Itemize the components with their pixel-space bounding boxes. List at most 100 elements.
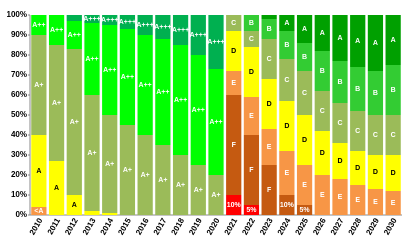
bar-segment xyxy=(261,39,277,79)
segment-label: C xyxy=(302,90,307,97)
bar-segment xyxy=(243,15,260,31)
bar-segment xyxy=(84,95,100,211)
bar-segment xyxy=(137,15,153,35)
bar-segment xyxy=(155,145,171,215)
segment-label: B xyxy=(249,20,254,27)
bar-segment xyxy=(332,143,348,179)
bar-segment xyxy=(226,95,242,195)
bar-segment xyxy=(261,19,277,39)
bar-segment xyxy=(350,185,366,215)
segment-label: F xyxy=(249,167,254,174)
segment-label: D xyxy=(355,165,360,172)
y-tick-label: 0% xyxy=(15,210,27,219)
bar-segment xyxy=(190,55,206,165)
segment-label: A+ xyxy=(194,187,203,194)
segment-label: A+ xyxy=(176,182,185,189)
y-tick-label: 80% xyxy=(11,50,27,59)
bar-segment xyxy=(261,15,277,19)
bar-segment xyxy=(385,15,401,65)
bar-segment xyxy=(385,115,401,155)
x-tick-label: 2012 xyxy=(63,216,80,236)
y-tick-label: 30% xyxy=(11,150,27,159)
segment-label: A++ xyxy=(103,67,116,74)
bar-segment xyxy=(172,45,189,155)
x-tick-label: 2019 xyxy=(187,216,204,236)
segment-label: E xyxy=(355,197,360,204)
segment-label: B xyxy=(320,68,325,75)
segment-label: E xyxy=(338,194,343,201)
x-tick-label: 2011 xyxy=(46,216,63,236)
bar-segment xyxy=(279,59,295,101)
bar-segment xyxy=(243,47,260,97)
segment-label: A++ xyxy=(85,56,98,63)
bar-segment xyxy=(208,15,224,69)
bar-segment xyxy=(190,15,206,55)
segment-label: A+++ xyxy=(172,27,189,34)
bar-segment xyxy=(279,101,295,151)
x-tick-label: 2018 xyxy=(169,216,186,236)
segment-label: B xyxy=(302,54,307,61)
bar-segment xyxy=(332,15,348,61)
segment-label: C xyxy=(355,128,360,135)
bar-segment xyxy=(314,51,330,91)
segment-label: A+ xyxy=(158,177,167,184)
bar-segment xyxy=(102,15,118,25)
bar-segment xyxy=(350,151,366,185)
segment-label: <A xyxy=(34,208,43,215)
segment-label: C xyxy=(267,56,272,63)
segment-label: A xyxy=(36,168,41,175)
bar-segment xyxy=(261,79,277,129)
segment-label: E xyxy=(267,144,272,151)
bar-segment xyxy=(31,35,47,135)
segment-label: B xyxy=(267,26,272,33)
segment-label: B xyxy=(391,87,396,94)
x-tick-label: 2023 xyxy=(258,216,275,236)
x-tick-label: 2010 xyxy=(28,216,45,236)
segment-label: B xyxy=(284,42,289,49)
bar-segment xyxy=(243,31,260,47)
bar-segment xyxy=(31,207,47,215)
segment-label: A++ xyxy=(156,89,169,96)
bar-segment xyxy=(296,43,313,71)
x-tick-label: 2027 xyxy=(329,216,346,236)
segment-label: D xyxy=(373,169,378,176)
segment-label: D xyxy=(267,101,272,108)
bar-segment xyxy=(84,211,100,215)
y-tick-label: 70% xyxy=(11,70,27,79)
value-label: 5% xyxy=(300,207,311,214)
segment-label: A+++ xyxy=(136,22,153,29)
segment-label: D xyxy=(391,170,396,177)
segment-label: A+ xyxy=(52,100,61,107)
segment-label: C xyxy=(231,20,236,27)
segment-label: C xyxy=(337,120,342,127)
bar-segment xyxy=(84,23,100,95)
bar-segment xyxy=(226,71,242,95)
bar-segment xyxy=(350,67,366,111)
segment-label: A xyxy=(355,38,360,45)
segment-label: A++ xyxy=(121,74,134,81)
x-tick-label: 2015 xyxy=(116,216,133,236)
bar-segment xyxy=(243,135,260,205)
segment-label: A+++ xyxy=(154,24,171,31)
bar-segment xyxy=(279,15,295,31)
bar-segment xyxy=(279,31,295,59)
bar-segment xyxy=(243,205,260,215)
x-tick-label: 2020 xyxy=(205,216,222,236)
x-tick-label: 2025 xyxy=(293,216,310,236)
segment-label: C xyxy=(284,77,289,84)
bar-segment xyxy=(385,191,401,215)
x-tick-label: 2030 xyxy=(382,216,399,236)
bar-segment xyxy=(137,135,153,215)
segment-label: A+++ xyxy=(207,39,224,46)
segment-label: B xyxy=(337,79,342,86)
bar-segment xyxy=(350,111,366,151)
y-tick-label: 10% xyxy=(11,190,27,199)
bar-segment xyxy=(31,15,47,35)
bar-segment xyxy=(208,69,224,175)
segment-label: A+ xyxy=(34,82,43,89)
segment-label: A++ xyxy=(139,82,152,89)
bar-segment xyxy=(243,97,260,135)
bar-segment xyxy=(102,213,118,215)
bar-segment xyxy=(314,131,330,175)
x-tick-label: 2013 xyxy=(81,216,98,236)
